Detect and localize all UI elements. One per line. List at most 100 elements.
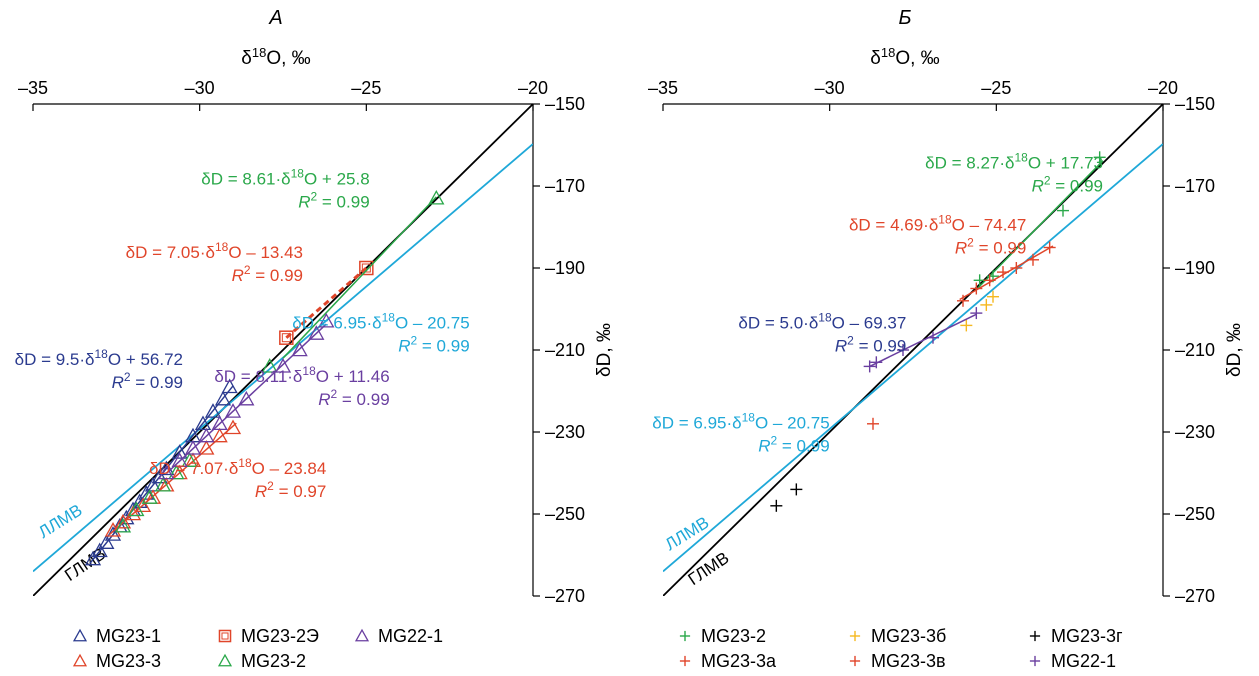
legend-marker: [849, 655, 861, 667]
data-point: [970, 282, 983, 295]
series-MG22-1: [863, 307, 983, 373]
data-point: [1057, 204, 1069, 217]
x-tick-label: –30: [815, 78, 845, 98]
y-tick-label: –150: [1175, 94, 1215, 114]
fit-line: [975, 160, 1104, 291]
r-squared-text: R2 = 0.99: [232, 263, 303, 285]
data-point: [1043, 241, 1056, 254]
data-point: [168, 464, 185, 480]
panel-title: Б: [898, 7, 911, 29]
legend: MG23-1 MG23-3 MG23-2Э MG23-2 MG22-1: [72, 626, 443, 671]
y-tick-label: –190: [1175, 258, 1215, 278]
data-point: [211, 415, 228, 431]
data-point: [957, 294, 969, 307]
data-point: [224, 419, 242, 435]
legend-label: MG23-3б: [871, 626, 946, 646]
data-point-outer: [279, 330, 294, 345]
data-point: [279, 330, 294, 345]
x-tick-label: –20: [1148, 78, 1178, 98]
equation-text: δD = 7.07·δ18O – 23.84: [149, 456, 326, 478]
data-point: [318, 312, 335, 328]
legend-label: MG22-1: [1051, 651, 1116, 671]
legend-marker: [72, 653, 88, 667]
x-axis-label: δ18O, ‰: [870, 45, 939, 70]
data-point: [171, 444, 188, 459]
data-point: [194, 415, 212, 431]
fit-line: [869, 313, 977, 368]
reference-line: [33, 103, 533, 596]
data-point: [224, 403, 242, 418]
legend-marker: [849, 630, 861, 642]
data-point: [221, 378, 238, 394]
data-point: [970, 307, 983, 320]
data-point: [124, 505, 142, 521]
reference-line-label: ГЛМВ: [685, 548, 733, 589]
equation-text: δD = 9.5·δ18O + 56.72: [15, 347, 183, 369]
y-tick-label: –250: [1175, 504, 1215, 524]
data-point: [98, 534, 115, 549]
r-squared-text: R2 = 0.99: [835, 334, 906, 356]
data-point: [91, 542, 108, 558]
data-point: [980, 298, 993, 311]
legend-label: MG23-3г: [1051, 626, 1123, 646]
data-point: [274, 358, 292, 373]
data-point: [790, 483, 803, 496]
data-point: [114, 513, 132, 529]
y-tick-label: –210: [545, 340, 585, 360]
legend-marker: [679, 630, 691, 642]
data-point: [128, 501, 145, 517]
data-point: [1010, 262, 1023, 274]
series-MG23-3б: [960, 290, 999, 332]
series-MG23-2Э: [279, 260, 374, 345]
equation-text: δD = 8.11·δ18O + 11.46: [214, 364, 389, 386]
data-point: [897, 344, 909, 356]
y-tick-label: –270: [545, 586, 585, 606]
equation-text: δD = 7.05·δ18O – 13.43: [126, 240, 303, 262]
y-tick-label: –230: [1175, 422, 1215, 442]
data-point: [141, 489, 158, 504]
data-point: [983, 274, 996, 287]
data-point: [184, 440, 202, 455]
reference-line-label: ГЛМВ: [61, 544, 109, 585]
r-squared-text: R2 = 0.99: [1032, 173, 1103, 195]
data-point: [867, 417, 879, 430]
legend-label: MG23-2Э: [241, 626, 319, 646]
r-squared-text: R2 = 0.99: [298, 189, 369, 211]
data-point: [154, 476, 172, 492]
data-point: [198, 440, 215, 455]
data-point: [927, 331, 939, 344]
r-squared-text: R2 = 0.99: [758, 433, 829, 455]
data-point: [198, 427, 215, 443]
equation-text: δD = 6.95·δ18O – 20.75: [292, 311, 469, 333]
legend-label: MG23-2: [701, 626, 766, 646]
data-point: [960, 319, 973, 332]
data-point: [138, 485, 155, 500]
data-point: [211, 427, 228, 443]
legend-marker-outer: [218, 629, 232, 643]
data-point: [870, 356, 883, 369]
data-point: [158, 464, 175, 480]
r-squared-text: R2 = 0.99: [955, 236, 1026, 258]
data-point: [181, 452, 198, 467]
legend-marker: [217, 653, 233, 667]
data-point: [1027, 253, 1039, 266]
legend-label: MG23-3а: [701, 651, 777, 671]
data-point: [238, 390, 255, 406]
reference-lines: [663, 103, 1163, 596]
data-point: [770, 499, 783, 512]
data-point: [151, 468, 168, 484]
y-tick-label: –170: [1175, 176, 1215, 196]
fit-line: [165, 323, 327, 475]
equation-text: δD = 8.27·δ18O + 17.73: [925, 150, 1103, 172]
series-MG23-3г: [770, 483, 803, 512]
y-tick-label: –150: [545, 94, 585, 114]
data-point: [997, 266, 1009, 279]
equation-text: δD = 5.0·δ18O – 69.37: [738, 311, 906, 333]
x-tick-label: –35: [648, 78, 678, 98]
legend-marker: [354, 628, 370, 642]
y-tick-label: –270: [1175, 586, 1215, 606]
series-MG23-2: [114, 189, 445, 533]
data-point-inner: [281, 333, 291, 343]
legend-label: MG23-3: [96, 651, 161, 671]
